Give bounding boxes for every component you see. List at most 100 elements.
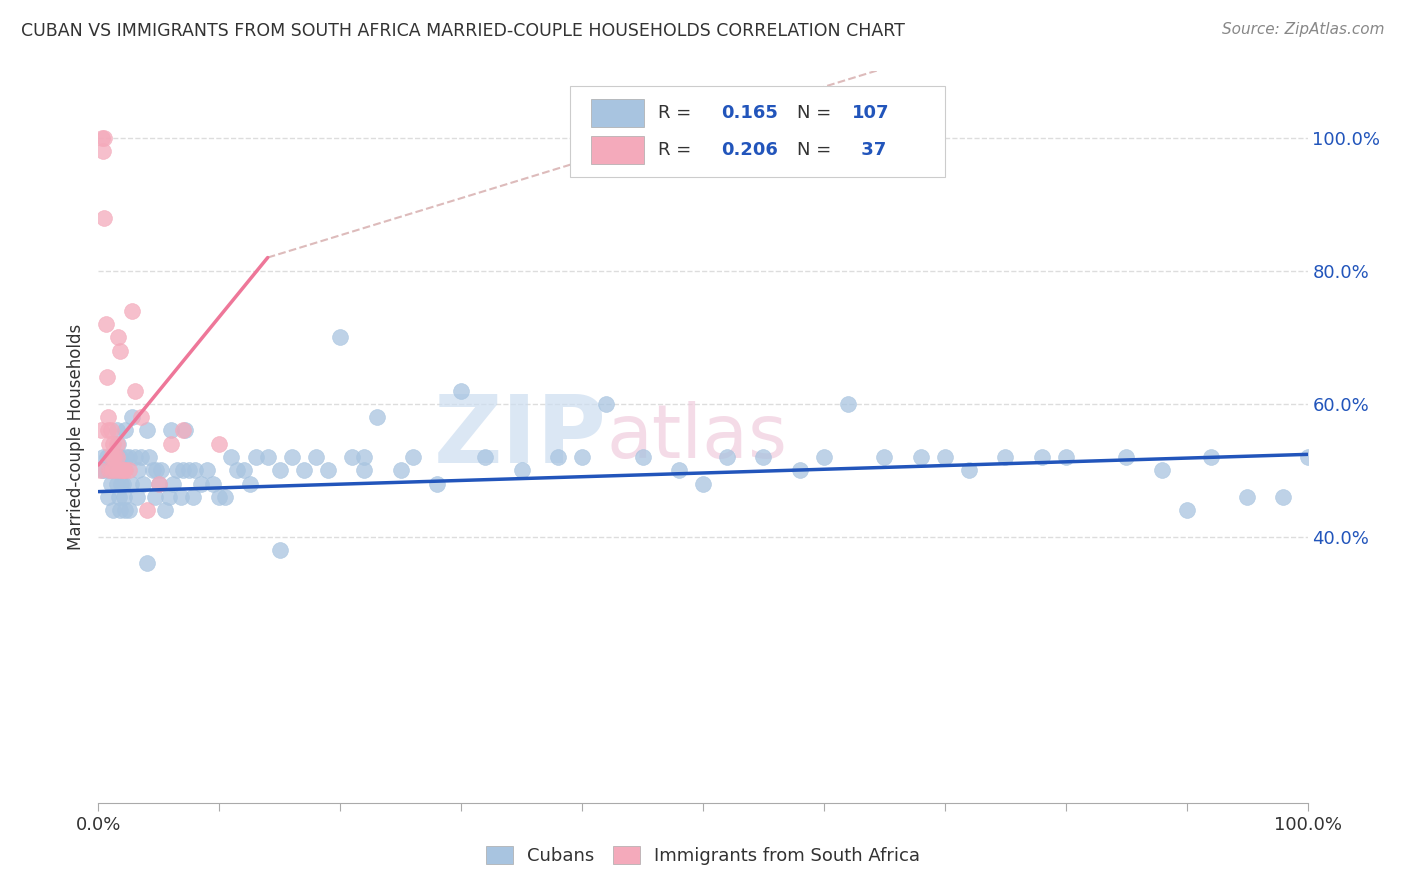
Point (127, 463, 149, 477)
Point (98, 463, 121, 477)
Point (101, 503, 124, 517)
Point (232, 463, 254, 477)
Point (101, 450, 124, 464)
Point (90, 424, 112, 438)
Point (1115, 450, 1137, 464)
Point (100, 450, 122, 464)
Y-axis label: Married-couple Households: Married-couple Households (66, 324, 84, 550)
Point (813, 450, 835, 464)
Point (873, 450, 896, 464)
Point (127, 490, 149, 504)
Text: N =: N = (797, 141, 831, 159)
Point (292, 463, 315, 477)
Point (118, 503, 141, 517)
Point (104, 463, 127, 477)
Point (97, 410, 120, 425)
Point (101, 436, 124, 450)
FancyBboxPatch shape (591, 99, 644, 127)
Point (93, 131, 115, 145)
Point (1296, 450, 1319, 464)
Point (160, 424, 183, 438)
Point (1199, 450, 1222, 464)
Point (108, 450, 131, 464)
Point (631, 450, 654, 464)
Point (174, 424, 197, 438)
Point (571, 450, 593, 464)
Point (145, 463, 167, 477)
Point (91, 450, 114, 464)
Point (89, 463, 111, 477)
Point (110, 476, 132, 491)
Point (100, 450, 122, 464)
Point (172, 424, 194, 438)
Point (91, 463, 114, 477)
Point (110, 463, 132, 477)
Point (111, 463, 134, 477)
Point (93, 211, 115, 225)
Point (402, 450, 425, 464)
Point (166, 463, 188, 477)
Point (100, 476, 122, 491)
Point (716, 450, 738, 464)
Point (202, 476, 225, 491)
Text: ZIP: ZIP (433, 391, 606, 483)
Point (329, 330, 352, 344)
Point (105, 476, 128, 491)
Point (316, 463, 339, 477)
Point (103, 450, 125, 464)
Point (91, 131, 114, 145)
Point (157, 490, 180, 504)
Point (114, 463, 136, 477)
Point (184, 463, 207, 477)
Point (169, 490, 191, 504)
Point (107, 436, 129, 450)
Point (837, 397, 859, 411)
Point (132, 476, 155, 491)
Point (208, 490, 231, 504)
Point (107, 330, 129, 344)
Legend: Cubans, Immigrants from South Africa: Cubans, Immigrants from South Africa (477, 838, 929, 874)
Point (179, 463, 201, 477)
Point (100, 463, 122, 477)
Point (105, 436, 128, 450)
Text: CUBAN VS IMMIGRANTS FROM SOUTH AFRICA MARRIED-COUPLE HOUSEHOLDS CORRELATION CHAR: CUBAN VS IMMIGRANTS FROM SOUTH AFRICA MA… (21, 22, 905, 40)
Point (100, 463, 122, 477)
Text: 0.165: 0.165 (721, 104, 778, 122)
Point (108, 463, 131, 477)
Point (96, 450, 118, 464)
Point (94, 317, 117, 331)
Point (96, 370, 118, 384)
Point (143, 490, 166, 504)
Point (104, 463, 127, 477)
Point (910, 450, 932, 464)
Point (1175, 503, 1198, 517)
Point (547, 450, 569, 464)
Point (239, 476, 262, 491)
Point (957, 463, 980, 477)
Text: R =: R = (658, 141, 697, 159)
Point (426, 476, 449, 491)
Point (1152, 463, 1174, 477)
Point (100, 424, 122, 438)
Point (98, 436, 121, 450)
Point (269, 543, 291, 558)
Point (150, 463, 173, 477)
Point (108, 463, 131, 477)
Point (269, 463, 291, 477)
Point (389, 463, 412, 477)
Point (114, 424, 136, 438)
Point (115, 450, 138, 464)
Text: N =: N = (797, 104, 831, 122)
Point (129, 410, 152, 425)
Point (101, 450, 124, 464)
Point (226, 463, 249, 477)
Text: 107: 107 (852, 104, 889, 122)
Point (510, 463, 533, 477)
Text: atlas: atlas (606, 401, 787, 474)
Point (214, 490, 236, 504)
Point (474, 450, 496, 464)
Point (118, 450, 141, 464)
Point (105, 424, 128, 438)
Point (595, 397, 617, 411)
Point (789, 463, 811, 477)
